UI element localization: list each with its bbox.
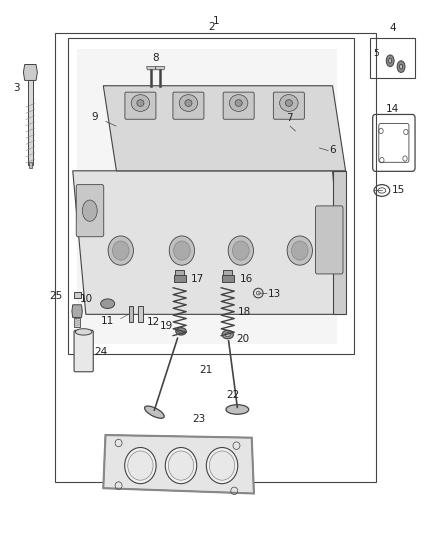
FancyBboxPatch shape [273, 92, 304, 119]
Ellipse shape [145, 406, 164, 418]
Ellipse shape [287, 236, 312, 265]
Ellipse shape [169, 236, 194, 265]
FancyBboxPatch shape [315, 206, 343, 274]
Text: 16: 16 [240, 274, 253, 284]
Text: 7: 7 [286, 113, 293, 123]
Ellipse shape [165, 448, 197, 483]
Bar [129, 306, 133, 322]
Ellipse shape [179, 95, 198, 111]
Text: 25: 25 [49, 291, 63, 301]
Text: 17: 17 [191, 274, 204, 284]
Ellipse shape [230, 95, 248, 111]
Ellipse shape [228, 236, 254, 265]
Ellipse shape [206, 448, 238, 483]
Ellipse shape [176, 328, 186, 335]
Ellipse shape [209, 451, 235, 480]
Ellipse shape [235, 100, 242, 107]
Text: 13: 13 [268, 288, 281, 298]
Text: 22: 22 [226, 390, 239, 400]
Bar [295, 127, 303, 135]
Polygon shape [103, 86, 346, 171]
Ellipse shape [75, 329, 92, 335]
Text: 18: 18 [238, 306, 251, 317]
Bar [222, 275, 234, 282]
Ellipse shape [137, 100, 144, 107]
Text: 6: 6 [329, 144, 336, 155]
Ellipse shape [222, 330, 233, 339]
Ellipse shape [233, 241, 249, 260]
Polygon shape [23, 64, 37, 80]
Bar [175, 270, 184, 276]
Ellipse shape [173, 241, 190, 260]
FancyBboxPatch shape [76, 184, 104, 237]
FancyBboxPatch shape [77, 49, 337, 344]
Bar [74, 318, 80, 327]
Text: 4: 4 [389, 22, 396, 33]
Text: 15: 15 [392, 185, 405, 196]
FancyBboxPatch shape [223, 92, 254, 119]
Polygon shape [155, 67, 165, 70]
Ellipse shape [389, 59, 392, 63]
Ellipse shape [128, 451, 153, 480]
Bar [55, 33, 376, 482]
Ellipse shape [226, 405, 249, 414]
Ellipse shape [279, 95, 298, 111]
Ellipse shape [82, 200, 97, 221]
Text: 21: 21 [199, 365, 212, 375]
Ellipse shape [108, 236, 134, 265]
Polygon shape [332, 171, 346, 314]
Text: 5: 5 [373, 49, 379, 58]
Text: 3: 3 [13, 83, 20, 93]
Ellipse shape [168, 451, 194, 480]
Bar [138, 306, 143, 322]
Ellipse shape [386, 55, 394, 67]
Ellipse shape [399, 64, 403, 69]
Ellipse shape [285, 100, 293, 107]
Bar [370, 38, 416, 78]
Text: 1: 1 [212, 16, 219, 26]
Bar [223, 270, 232, 276]
FancyBboxPatch shape [173, 92, 204, 119]
Text: 12: 12 [147, 317, 160, 327]
Bar [68, 38, 354, 354]
Text: 8: 8 [152, 53, 159, 63]
Polygon shape [72, 305, 82, 318]
Polygon shape [147, 67, 156, 70]
Bar [74, 292, 81, 298]
Ellipse shape [101, 299, 115, 309]
FancyBboxPatch shape [125, 92, 156, 119]
Polygon shape [103, 435, 254, 494]
Bar [173, 275, 186, 282]
Text: 2: 2 [208, 21, 215, 31]
Text: 23: 23 [193, 414, 206, 424]
Text: 9: 9 [91, 111, 98, 122]
Text: 24: 24 [95, 346, 108, 357]
Bar [28, 80, 33, 165]
Ellipse shape [113, 241, 129, 260]
Text: 19: 19 [160, 321, 173, 331]
Ellipse shape [131, 95, 150, 111]
Text: 14: 14 [386, 104, 399, 115]
Text: 10: 10 [80, 294, 93, 304]
Ellipse shape [125, 448, 156, 483]
Text: 20: 20 [237, 334, 250, 344]
Ellipse shape [185, 100, 192, 107]
Ellipse shape [225, 333, 230, 337]
FancyBboxPatch shape [74, 330, 93, 372]
Ellipse shape [397, 61, 405, 72]
Bar [28, 162, 32, 168]
Polygon shape [73, 171, 346, 314]
Text: 11: 11 [101, 316, 114, 326]
Ellipse shape [291, 241, 308, 260]
